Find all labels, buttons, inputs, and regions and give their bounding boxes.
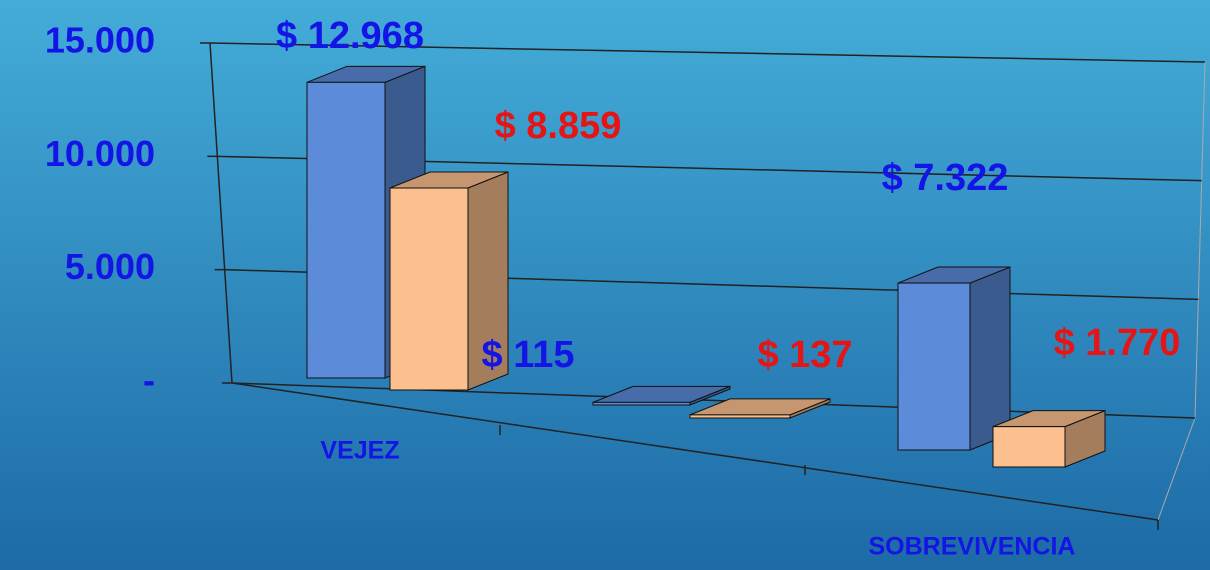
- value-label: $ 115: [482, 334, 575, 376]
- wall-edge: [1194, 61, 1206, 419]
- bar: [689, 414, 791, 419]
- value-label: $ 7.322: [882, 157, 1009, 199]
- value-label: $ 8.859: [495, 105, 622, 147]
- bar: [897, 282, 971, 451]
- bar: [306, 81, 386, 379]
- value-label: $ 1.770: [1054, 322, 1181, 364]
- bar: [389, 187, 469, 391]
- y-tick-label: 15.000: [45, 20, 155, 61]
- y-tick-label: -: [143, 360, 155, 401]
- y-tick-label: 10.000: [45, 133, 155, 174]
- bar-group: [389, 171, 509, 391]
- bar: [992, 426, 1066, 468]
- bar-group: [689, 398, 831, 419]
- bar-group: [897, 266, 1011, 451]
- grid-line: [209, 42, 1206, 63]
- axis-line: [209, 42, 233, 384]
- value-label: $ 12.968: [276, 15, 424, 57]
- y-tick-label: 5.000: [65, 246, 155, 287]
- value-label: $ 137: [757, 334, 852, 376]
- bar-group: [992, 409, 1106, 468]
- bar-group: [592, 385, 731, 406]
- bar: [592, 401, 691, 406]
- floor-edge: [1157, 417, 1196, 521]
- floor-front: [231, 382, 1159, 521]
- x-tick-label: SOBREVIVENCIA: [869, 533, 1076, 561]
- x-tick-label: VEJEZ: [320, 437, 399, 465]
